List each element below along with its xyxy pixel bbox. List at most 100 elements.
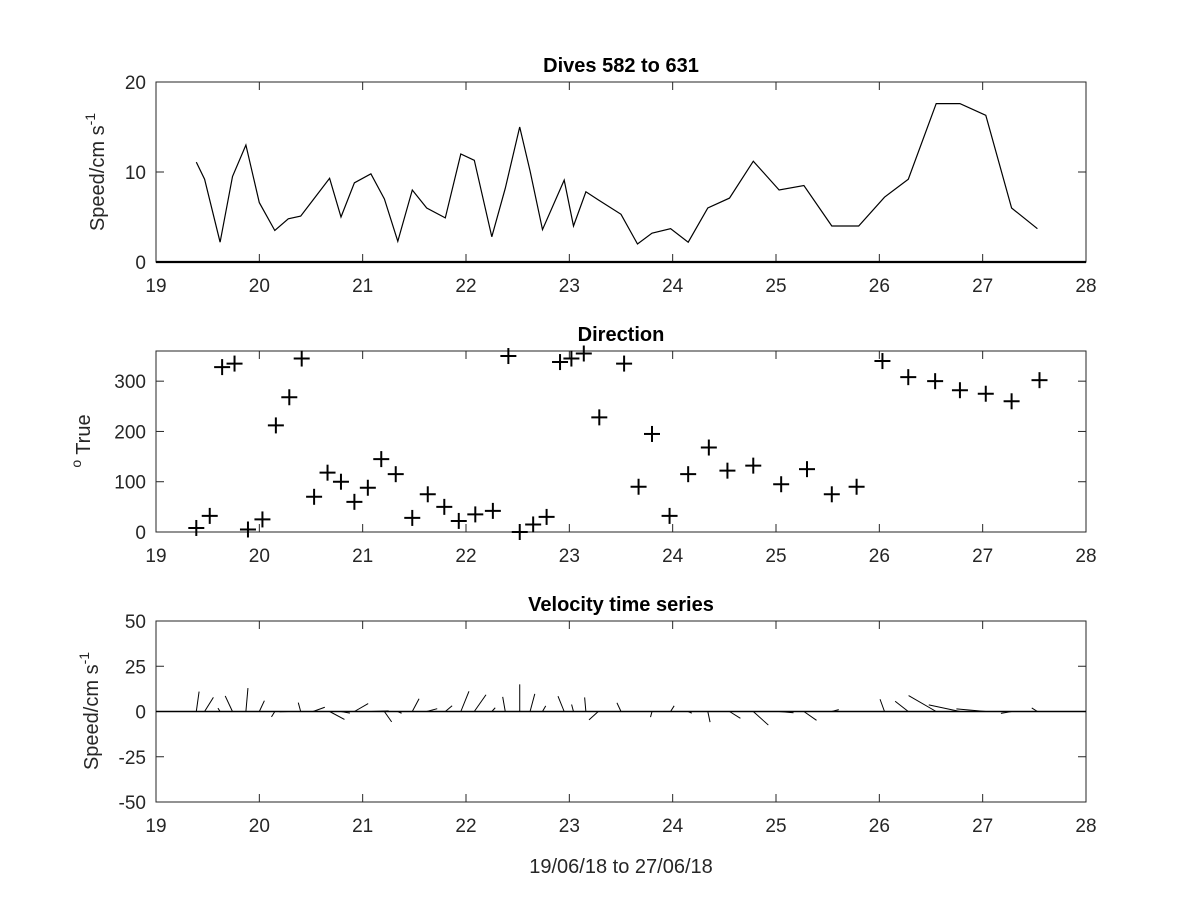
direction-x-tick-label: 28 [1075,546,1096,567]
velocity-stick [1031,707,1038,712]
velocity-stick [687,711,692,714]
speed-x-tick-label: 23 [559,276,580,297]
velocity-x-tick-label: 20 [249,816,270,837]
velocity-stick [928,704,961,712]
velocity-x-tick-label: 27 [972,816,993,837]
direction-x-tick-label: 27 [972,546,993,567]
speed-x-tick-label: 22 [455,276,476,297]
direction-x-tick-label: 25 [765,546,786,567]
velocity-stick [445,705,453,712]
velocity-x-tick-label: 28 [1075,816,1096,837]
direction-y-axis: 0 100 200 300 [114,372,1086,544]
velocity-stick [271,711,276,718]
direction-point [404,509,421,526]
velocity-stick [571,704,574,712]
direction-point [538,508,555,525]
direction-panel: Direction 19 20 21 22 23 24 25 26 27 28 0 100 200 30… [68,324,1097,567]
velocity-stick [224,695,233,712]
speed-x-tick-label: 27 [972,276,993,297]
direction-point [823,486,840,503]
direction-y-axis-label: o True [68,414,95,467]
direction-point [373,451,390,468]
speed-line [195,102,1038,245]
velocity-stick [204,697,214,712]
direction-point [700,439,717,456]
velocity-stick [542,705,547,712]
direction-point [359,479,376,496]
speed-series [156,102,1086,264]
speed-x-tick-label: 26 [869,276,890,297]
direction-point [1031,372,1048,389]
velocity-stick [370,710,389,712]
velocity-x-tick-label: 19 [145,816,166,837]
direction-point [951,382,968,399]
velocity-stick [831,709,839,712]
velocity-stick [245,688,249,712]
velocity-stick [557,696,565,712]
direction-point [467,506,484,523]
direction-x-tick-label: 20 [249,546,270,567]
direction-point [419,486,436,503]
direction-point [630,478,647,495]
direction-point [927,373,944,390]
direction-point [799,461,815,478]
direction-point [661,507,678,524]
direction-point [226,355,243,372]
direction-point [484,502,501,519]
direction-point [188,519,205,536]
velocity-stick [502,696,506,712]
direction-point [387,466,404,483]
velocity-y-axis-label-superscript: -1 [76,652,92,665]
velocity-x-tick-label: 21 [352,816,373,837]
direction-x-axis: 19 20 21 22 23 24 25 26 27 28 [145,351,1097,567]
velocity-stick [460,691,470,712]
velocity-stick [616,702,622,712]
velocity-stick [397,711,402,714]
velocity-y-axis-label-text: Speed/cm s [81,664,103,770]
velocity-stick [312,706,325,712]
direction-point [563,350,580,367]
direction-x-tick-label: 23 [559,546,580,567]
velocity-stick [707,711,711,723]
velocity-stick [779,711,794,714]
direction-y-tick-label: 0 [135,523,146,544]
direction-point [525,516,542,533]
direction-point [848,478,865,495]
speed-x-axis: 19 20 21 22 23 24 25 26 27 28 [145,82,1097,297]
direction-plot-area [155,350,1087,533]
velocity-stick [956,708,986,712]
speed-y-axis-label: Speed/cm s-1 [82,113,109,231]
velocity-y-axis-label: Speed/cm s-1 [76,652,103,770]
velocity-stick [584,697,587,712]
velocity-stick [908,695,937,712]
direction-point [332,473,349,490]
direction-point [201,507,218,524]
speed-x-tick-label: 24 [662,276,684,297]
direction-point [281,389,298,406]
velocity-stick [650,711,653,718]
direction-point [511,524,528,540]
velocity-stick [426,708,438,712]
speed-y-axis-label-text: Speed/cm s [87,125,109,231]
speed-title: Dives 582 to 631 [543,55,699,77]
direction-markers [188,345,1048,540]
direction-point [977,385,994,402]
velocity-stick [195,691,200,712]
velocity-panel: Velocity time series 19 20 21 22 23 24 25 26 27 2… [76,594,1097,878]
direction-point [450,512,467,529]
direction-y-axis-label-text: True [73,414,95,454]
direction-point [306,488,323,505]
velocity-stick [670,705,675,712]
speed-x-tick-label: 20 [249,276,270,297]
direction-point [1003,393,1020,410]
velocity-stick [258,700,265,712]
velocity-stick [491,707,496,712]
speed-y-tick-label: 0 [135,253,146,274]
velocity-title: Velocity time series [528,594,714,616]
velocity-x-tick-label: 22 [455,816,476,837]
velocity-stick [752,711,769,726]
direction-point [591,409,608,426]
velocity-x-tick-label: 24 [662,816,684,837]
velocity-x-tick-label: 25 [765,816,786,837]
